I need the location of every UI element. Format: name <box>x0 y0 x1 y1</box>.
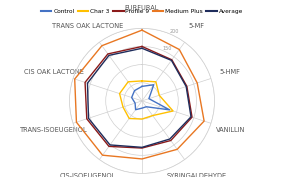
Legend: Control, Char 3, Profile 9, Medium Plus, Average: Control, Char 3, Profile 9, Medium Plus,… <box>39 6 245 16</box>
